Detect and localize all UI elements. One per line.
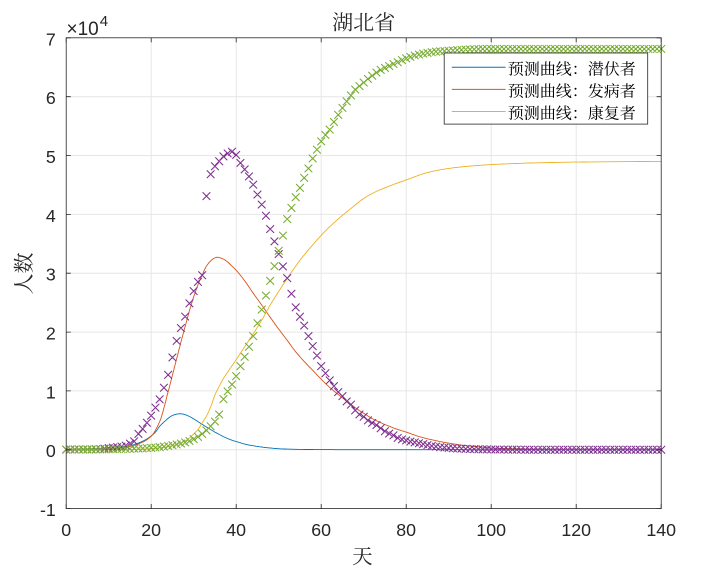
svg-text:40: 40 — [226, 520, 246, 540]
svg-text:20: 20 — [141, 520, 161, 540]
svg-text:80: 80 — [396, 520, 416, 540]
svg-text:-1: -1 — [40, 500, 56, 520]
svg-text:3: 3 — [46, 265, 56, 285]
svg-text:4: 4 — [100, 13, 108, 30]
svg-text:140: 140 — [646, 520, 676, 540]
svg-text:0: 0 — [46, 441, 56, 461]
svg-text:5: 5 — [46, 147, 56, 167]
svg-text:120: 120 — [561, 520, 591, 540]
svg-text:100: 100 — [476, 520, 506, 540]
svg-text:60: 60 — [311, 520, 331, 540]
svg-text:4: 4 — [46, 206, 56, 226]
svg-text:2: 2 — [46, 324, 56, 344]
svg-text:7: 7 — [46, 29, 56, 49]
svg-text:1: 1 — [46, 382, 56, 402]
svg-text:×10: ×10 — [67, 19, 99, 40]
svg-text:6: 6 — [46, 88, 56, 108]
svg-text:0: 0 — [61, 520, 71, 540]
